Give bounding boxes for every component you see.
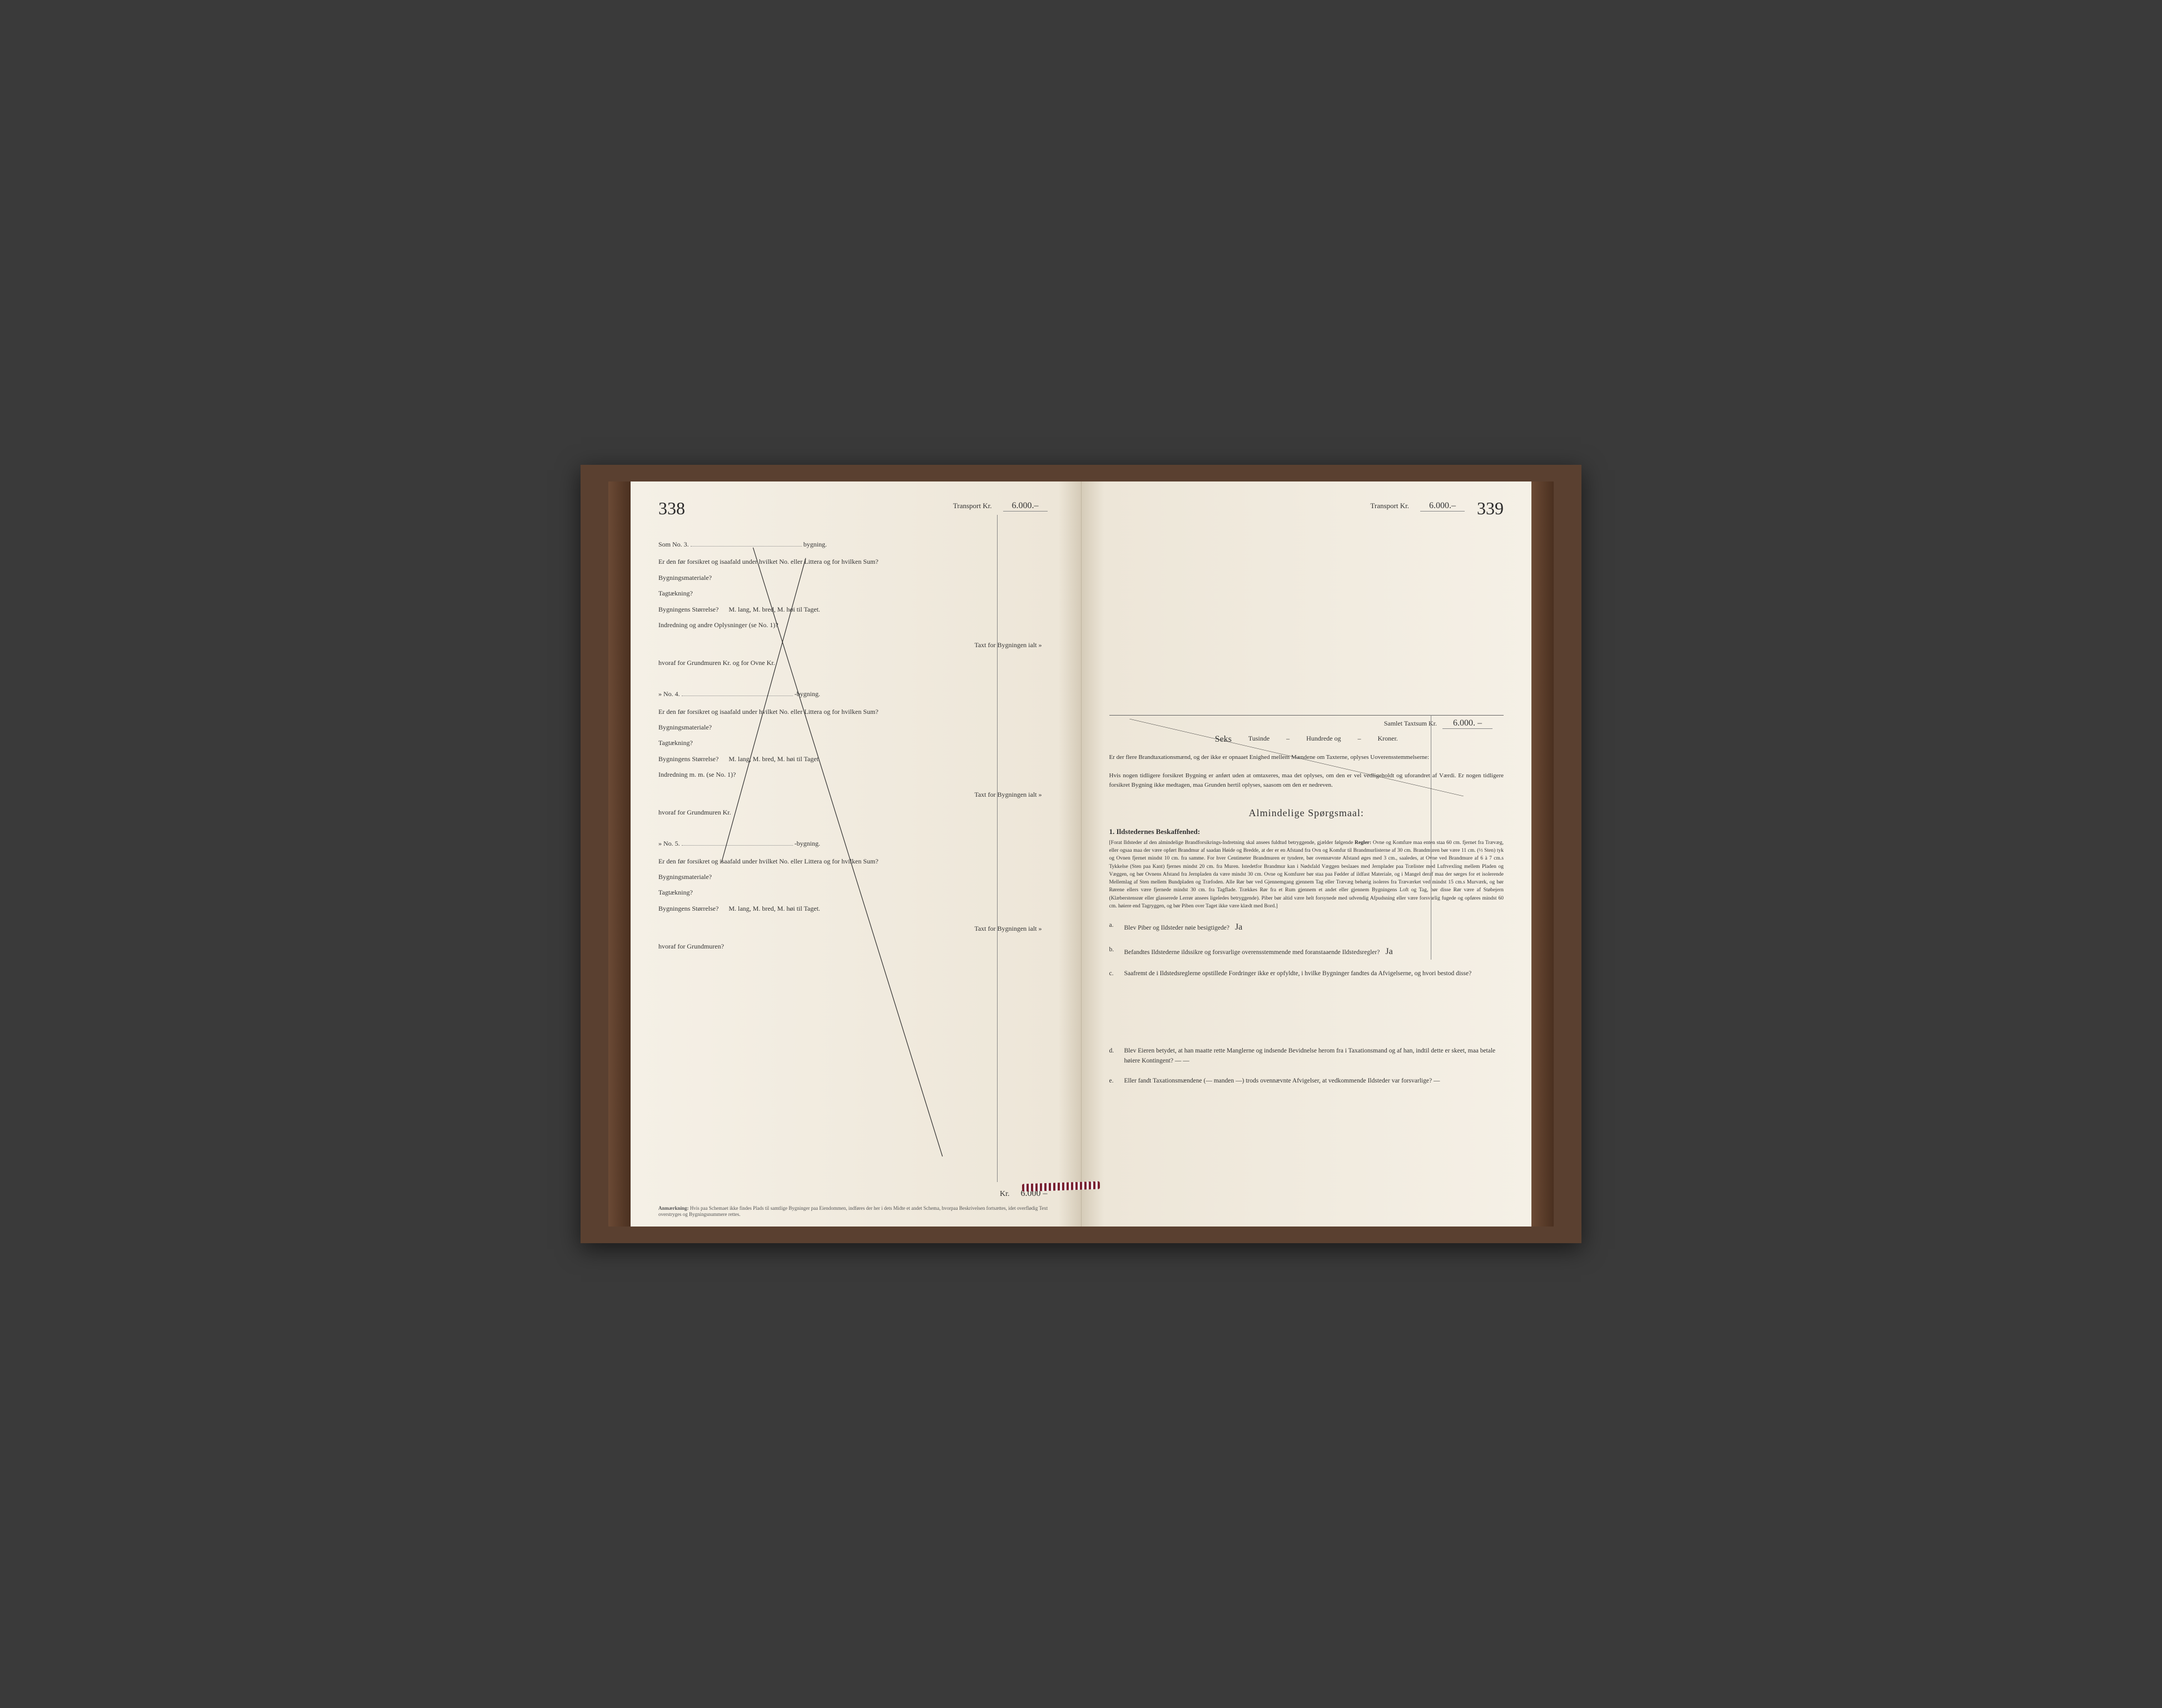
q-insured-5: Er den før forsikret og isaafald under h… [658,854,1053,868]
qa-label: a. [1109,920,1118,935]
qa-answer: Ja [1235,922,1242,932]
heading-spoergsmaal: Almindelige Spørgsmaal: [1109,807,1504,819]
dash2: – [1357,734,1361,744]
question-e: e. Eller fandt Taxationsmændene (— mande… [1109,1076,1504,1086]
q-size-5: Bygningens Størrelse? [658,905,718,912]
hundrede: Hundrede og [1306,734,1341,744]
q1-num: 1. [1109,827,1115,836]
question-c: c. Saafremt de i Ildstedsreglerne opstil… [1109,969,1504,979]
dims-4: M. lang, M. bred, M. høi til Taget. [728,755,820,763]
kr-label: Kr. [1000,1190,1010,1199]
hvoraf-3: hvoraf for Grundmuren Kr. og for Ovne Kr… [658,656,1053,670]
dims-3: M. lang, M. bred, M. høi til Taget. [728,605,820,613]
bygning-3: bygning. [804,540,827,548]
qa-text: Blev Piber og Ildsteder nøie besigtigede… [1124,925,1229,931]
qd-label: d. [1109,1046,1118,1066]
q-material-5: Bygningsmateriale? [658,870,1053,884]
regler-body: Ovne og Komfure maa enten staa 60 cm. fj… [1109,840,1504,909]
qd-text: Blev Eieren betydet, at han maatte rette… [1124,1046,1504,1066]
samlet-label: Samlet Taxtsum Kr. [1384,719,1437,728]
regler-intro: [Forat Ildsteder af den almindelige Bran… [1109,840,1353,846]
qc-text: Saafremt de i Ildstedsreglerne opstilled… [1124,969,1504,979]
dims-5: M. lang, M. bred, M. høi til Taget. [728,905,820,912]
regler-label: Regler: [1355,840,1371,846]
transport-value: 6.000.– [1003,501,1048,512]
qc-label: c. [1109,969,1118,979]
section-no-5: » No. 5. [658,840,680,847]
q-indr-3: Indredning og andre Oplysninger (se No. … [658,618,1053,632]
form-section-5: » No. 5. -bygning. Er den før forsikret … [658,836,1053,954]
dash1: – [1286,734,1290,744]
transport-label-r: Transport Kr. [1370,502,1409,510]
transport-value-r: 6.000.– [1420,501,1465,512]
taxt-4: Taxt for Bygningen ialt » [658,787,1053,802]
hvoraf-4: hvoraf for Grundmuren Kr. [658,805,1053,820]
samlet-value: 6.000. – [1442,718,1492,729]
q-roof-3: Tagtækning? [658,586,1053,600]
q-insured-4: Er den før forsikret og isaafald under h… [658,704,1053,719]
qb-text: Befandtes Ildstederne ildssikre og forsv… [1124,949,1380,956]
para-taxationsmend: Er der flere Brandtaxationsmænd, og der … [1109,753,1504,763]
transport-label: Transport Kr. [953,502,992,510]
q-roof-4: Tagtækning? [658,736,1053,750]
form-section-3: Som No. 3. bygning. Er den før forsikret… [658,537,1053,670]
para-tidligere: Hvis nogen tidligere forsikret Bygning e… [1109,771,1504,791]
q-insured-3: Er den før forsikret og isaafald under h… [658,554,1053,569]
bygning-5: -bygning. [795,840,820,847]
q-material-3: Bygningsmateriale? [658,570,1053,585]
binding-left [608,481,631,1227]
kroner-word: Kroner. [1377,734,1397,744]
right-page: 339 Transport Kr. 6.000.– Samlet Taxtsum… [1082,481,1532,1227]
taxt-5: Taxt for Bygningen ialt » [658,921,1053,936]
regler-block: [Forat Ildsteder af den almindelige Bran… [1109,839,1504,910]
kroner-words-line: Seks Tusinde – Hundrede og – Kroner. [1109,734,1504,744]
thousand-hw: Seks [1215,734,1232,744]
footnote-label: Anmærkning: [658,1205,689,1211]
question-a: a. Blev Piber og Ildsteder nøie besigtig… [1109,920,1504,935]
samlet-box: Samlet Taxtsum Kr. 6.000. – [1109,715,1504,729]
taxt-3: Taxt for Bygningen ialt » [658,638,1053,652]
section-no-4: » No. 4. [658,690,680,698]
page-number-right: 339 [1477,498,1504,519]
tusinde: Tusinde [1248,734,1270,744]
q1-head: Ildstedernes Beskaffenhed: [1117,827,1201,836]
transport-row-left: Transport Kr. 6.000.– [953,501,1048,512]
qe-label: e. [1109,1076,1118,1086]
qb-label: b. [1109,945,1118,959]
hvoraf-5: hvoraf for Grundmuren? [658,939,1053,954]
transport-row-right: Transport Kr. 6.000.– [1370,501,1465,512]
bygning-4: -bygning. [795,690,820,698]
open-book: 338 Transport Kr. 6.000.– Som No. 3. byg… [581,465,1581,1243]
left-page: 338 Transport Kr. 6.000.– Som No. 3. byg… [631,481,1082,1227]
right-content: Samlet Taxtsum Kr. 6.000. – Seks Tusinde… [1109,715,1504,1227]
q-material-4: Bygningsmateriale? [658,720,1053,734]
q-roof-5: Tagtækning? [658,885,1053,900]
q-indr-4: Indredning m. m. (se No. 1)? [658,767,1053,782]
footnote: Anmærkning: Hvis paa Schemaet ikke finde… [658,1205,1053,1218]
footnote-text: Hvis paa Schemaet ikke findes Plads til … [658,1205,1048,1218]
left-content: Som No. 3. bygning. Er den før forsikret… [658,537,1053,1193]
section-no-3: Som No. 3. [658,540,689,548]
qb-answer: Ja [1385,947,1392,956]
q1-heading: 1. Ildstedernes Beskaffenhed: [1109,827,1504,836]
form-section-4: » No. 4. -bygning. Er den før forsikret … [658,687,1053,820]
q-size-3: Bygningens Størrelse? [658,605,718,613]
binding-right [1531,481,1554,1227]
question-b: b. Befandtes Ildstederne ildssikre og fo… [1109,945,1504,959]
page-number-left: 338 [658,498,685,519]
qe-text: Eller fandt Taxationsmændene (— manden —… [1124,1076,1504,1086]
question-d: d. Blev Eieren betydet, at han maatte re… [1109,1046,1504,1066]
q-size-4: Bygningens Størrelse? [658,755,718,763]
